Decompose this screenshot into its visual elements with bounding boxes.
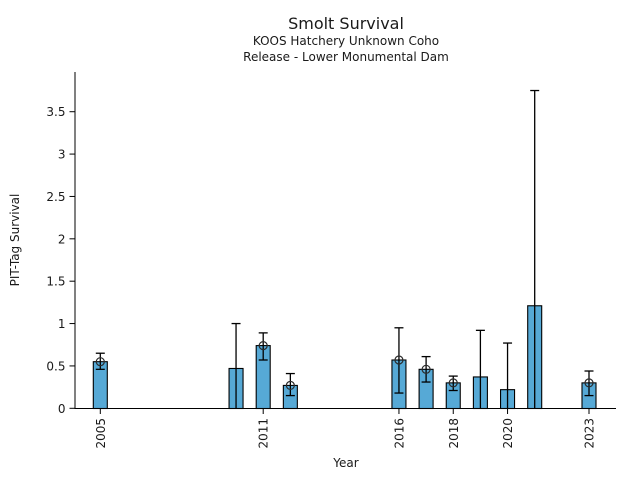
y-tick-label-1: 1 [58, 317, 66, 331]
point-marker-2018 [448, 378, 458, 388]
chart-subtitle-line1: KOOS Hatchery Unknown Coho [253, 34, 439, 48]
chart-subtitle-line2: Release - Lower Monumental Dam [243, 50, 449, 64]
error-bars-layer [95, 89, 594, 409]
point-marker-2011 [258, 340, 268, 351]
y-tick-label-0: 0 [58, 402, 66, 416]
y-tick-label-3: 3 [58, 148, 66, 162]
y-tick-label-2.5: 2.5 [46, 190, 65, 204]
y-tick-label-1.5: 1.5 [46, 275, 65, 289]
y-axis-label: PIT-Tag Survival [8, 194, 22, 287]
x-tick-label-2005: 2005 [94, 418, 108, 449]
y-tick-label-3.5: 3.5 [46, 105, 65, 119]
point-marker-2017 [421, 364, 431, 374]
x-tick-label-2018: 2018 [447, 418, 461, 449]
x-tick-label-2011: 2011 [257, 418, 271, 449]
bars-layer [92, 305, 597, 410]
point-marker-2016 [394, 355, 404, 365]
point-marker-2012 [285, 380, 295, 391]
x-tick-label-2023: 2023 [583, 418, 597, 449]
x-tick-label-2016: 2016 [392, 418, 406, 449]
y-tick-label-0.5: 0.5 [46, 359, 65, 373]
point-marker-2005 [95, 357, 105, 367]
y-tick-label-2: 2 [58, 232, 66, 246]
axes-layer: 0 0.5 1 1.5 2 2.5 3 3.5 2005 2011 2016 2018 2020 2023 [46, 72, 616, 449]
x-axis-label: Year [332, 456, 358, 470]
x-tick-label-2020: 2020 [501, 418, 515, 449]
point-marker-2023 [584, 378, 594, 388]
chart-title: Smolt Survival [288, 14, 404, 33]
